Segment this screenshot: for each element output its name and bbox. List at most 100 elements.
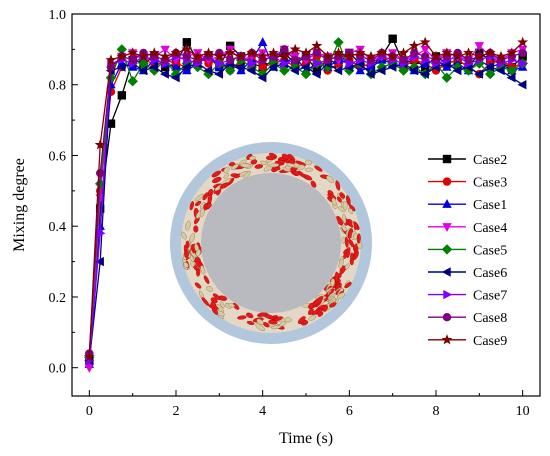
red-particle — [292, 170, 301, 176]
legend-marker — [442, 177, 452, 186]
x-tick-label: 8 — [433, 404, 440, 419]
data-point-case1 — [128, 61, 138, 71]
red-particle — [353, 222, 358, 231]
tan-particle — [228, 303, 235, 308]
tan-particle — [195, 249, 201, 257]
data-point-case8 — [182, 52, 192, 61]
data-point-case9 — [181, 43, 193, 54]
red-particle — [344, 236, 349, 248]
data-point-case9 — [333, 47, 344, 58]
data-point-case9 — [105, 54, 117, 65]
data-point-case6 — [300, 62, 310, 72]
red-particle — [339, 192, 346, 199]
data-point-case2 — [182, 38, 192, 47]
data-point-case8 — [312, 48, 322, 58]
red-particle — [184, 250, 189, 259]
legend-label: Case8 — [473, 311, 507, 326]
data-point-case6 — [246, 65, 256, 76]
red-particle — [211, 170, 222, 178]
data-point-case6 — [517, 80, 527, 90]
data-point-case9 — [495, 50, 507, 62]
legend-label: Case7 — [473, 289, 507, 304]
data-point-case9 — [170, 47, 182, 58]
data-point-case9 — [354, 47, 366, 58]
y-tick-label: 1.0 — [49, 8, 67, 23]
legend-entry-case4: Case4 — [428, 221, 507, 236]
tan-particle — [304, 159, 313, 166]
legend-entry-case5: Case5 — [428, 243, 507, 258]
data-point-case9 — [311, 40, 323, 51]
tan-particle — [223, 166, 230, 174]
data-point-case9 — [473, 50, 485, 62]
data-point-case1 — [420, 58, 430, 68]
data-point-case9 — [268, 47, 279, 58]
legend-entry-case1: Case1 — [428, 198, 507, 213]
red-particle — [314, 296, 324, 305]
data-point-case8 — [106, 62, 116, 72]
tan-particle — [347, 207, 354, 215]
data-point-case9 — [452, 50, 464, 62]
data-point-case9 — [83, 351, 95, 362]
data-point-case1 — [355, 65, 365, 75]
data-point-case6 — [235, 62, 245, 72]
data-point-case5 — [127, 76, 138, 87]
data-point-case6 — [138, 65, 148, 76]
red-particle — [202, 192, 209, 201]
data-point-case9 — [94, 139, 106, 150]
red-particle — [297, 316, 306, 324]
legend-entry-case2: Case2 — [428, 153, 507, 168]
data-point-case9 — [224, 47, 236, 58]
legend-marker — [443, 289, 453, 300]
data-point-case4 — [84, 364, 94, 373]
tan-particle — [255, 323, 265, 332]
data-point-case6 — [95, 256, 104, 267]
data-point-case9 — [278, 50, 290, 62]
data-point-case9 — [192, 50, 204, 62]
legend-marker — [442, 154, 452, 164]
data-point-case5 — [170, 68, 182, 80]
data-point-case8 — [410, 48, 419, 58]
data-point-case5 — [203, 68, 214, 80]
data-point-case5 — [225, 65, 236, 76]
tan-particle — [341, 236, 346, 244]
red-particle — [212, 293, 221, 301]
red-particle — [246, 312, 254, 319]
data-point-case5 — [333, 37, 344, 48]
tan-particle — [185, 220, 191, 231]
red-particle — [194, 200, 202, 207]
series-group — [83, 34, 529, 373]
red-particle — [356, 233, 361, 244]
data-point-case9 — [235, 50, 247, 62]
data-point-case7 — [96, 228, 106, 238]
data-point-case6 — [387, 62, 397, 72]
legend-label: Case9 — [473, 334, 507, 349]
red-particle — [194, 257, 201, 268]
x-tick-label: 6 — [346, 404, 353, 419]
data-point-case3 — [258, 62, 267, 72]
red-particle — [185, 240, 190, 249]
data-point-case6 — [365, 69, 375, 79]
data-point-case5 — [138, 58, 149, 69]
data-point-case8 — [225, 55, 235, 65]
legend: Case2 Case3 Case1 Case4 Case5 Case6 Case7 Case8… — [428, 153, 507, 349]
legend-entry-case9: Case9 — [428, 334, 507, 349]
data-point-case9 — [376, 47, 388, 58]
data-point-case1 — [258, 37, 268, 46]
data-point-case2 — [312, 66, 322, 75]
red-particle — [268, 319, 278, 325]
mixer-inner-core — [201, 173, 341, 313]
tan-particle — [194, 193, 204, 202]
red-particle — [228, 162, 236, 167]
data-point-case4 — [160, 45, 170, 55]
legend-label: Case6 — [473, 266, 507, 281]
data-point-case5 — [506, 65, 517, 76]
tan-particle — [304, 167, 314, 172]
data-point-case9 — [322, 50, 334, 62]
y-axis-title: Mixing degree — [11, 158, 28, 252]
data-point-case8 — [420, 52, 430, 61]
red-particle — [310, 180, 317, 188]
data-point-case9 — [300, 47, 312, 58]
data-point-case9 — [408, 40, 420, 51]
mixer-cross-section-inset — [170, 142, 372, 344]
red-particle — [334, 271, 339, 283]
